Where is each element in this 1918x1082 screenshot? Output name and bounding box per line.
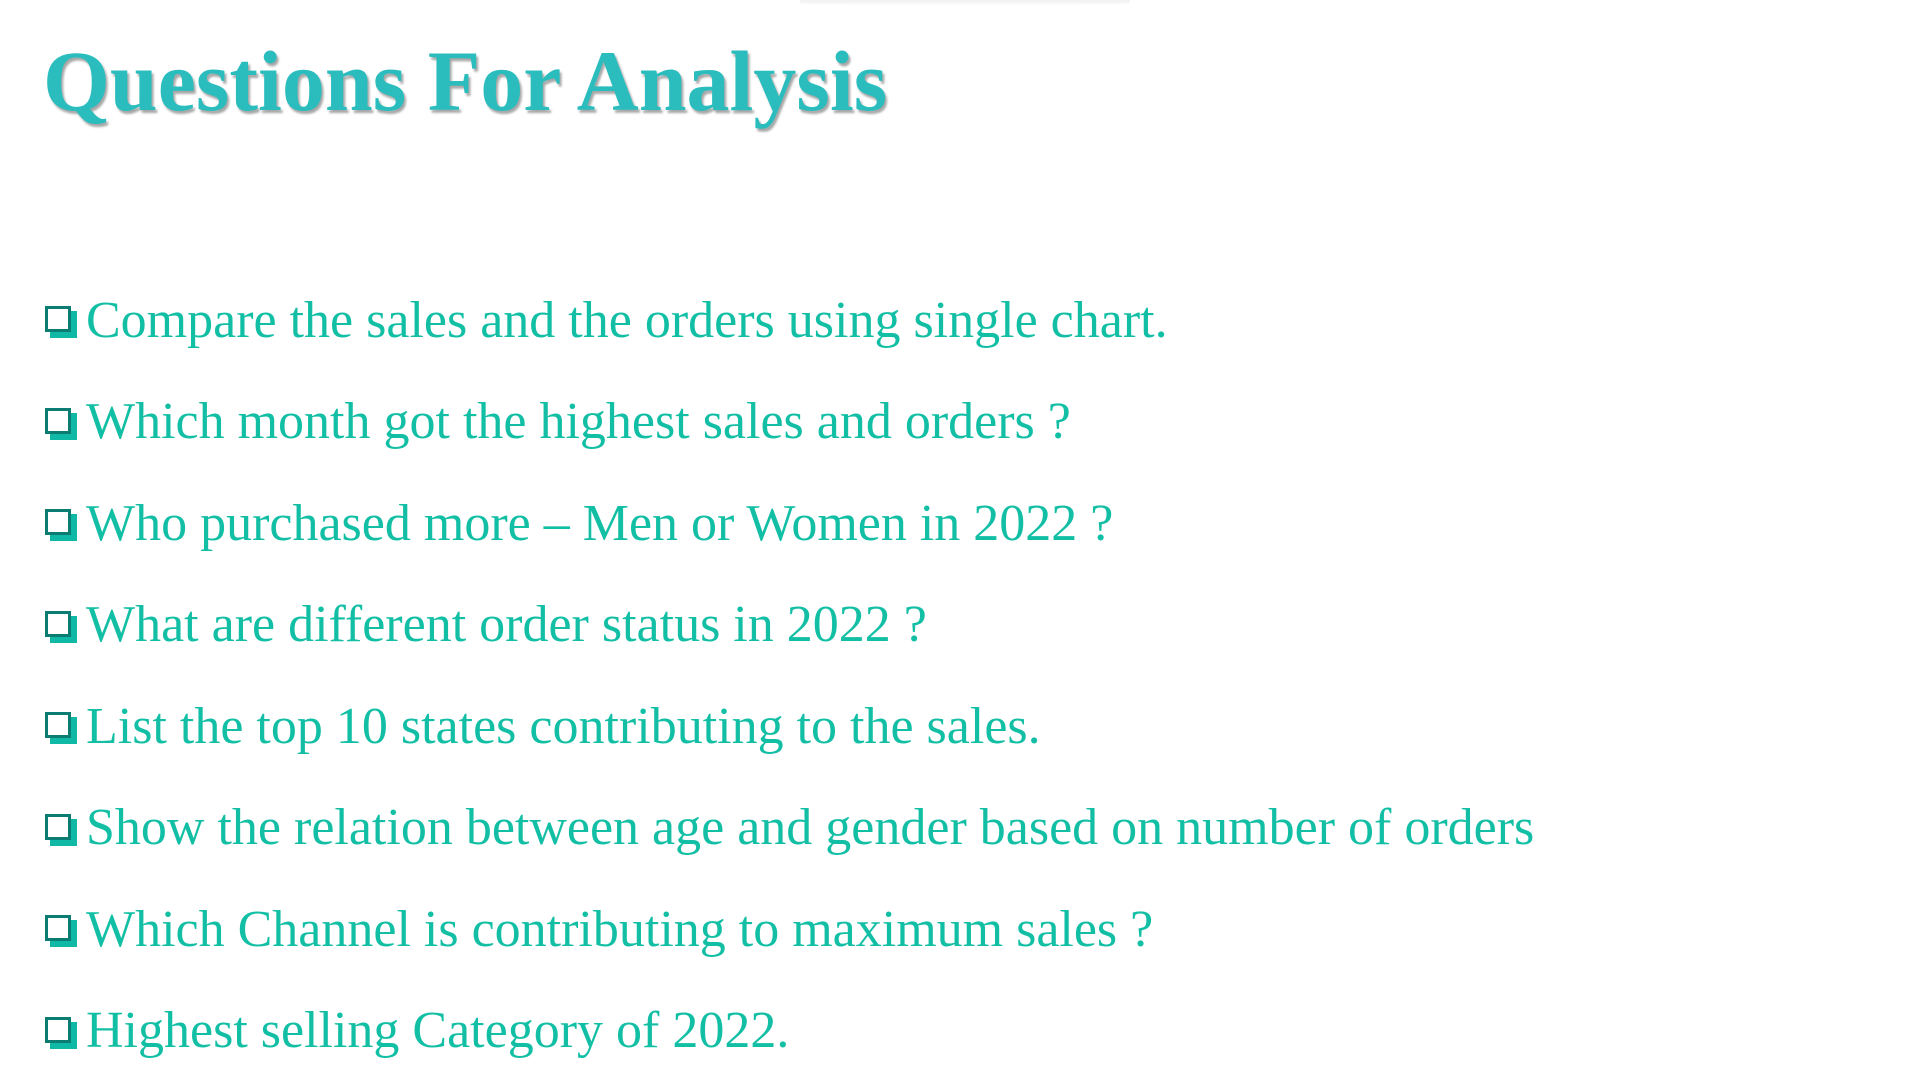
list-item: List the top 10 states contributing to t… bbox=[45, 676, 1534, 778]
question-text: List the top 10 states contributing to t… bbox=[86, 701, 1041, 753]
square-checkbox-icon bbox=[45, 306, 78, 339]
square-checkbox-icon bbox=[45, 915, 78, 948]
list-item: Which Channel is contributing to maximum… bbox=[45, 879, 1534, 981]
question-text: Which Channel is contributing to maximum… bbox=[86, 904, 1153, 956]
list-item: Who purchased more – Men or Women in 202… bbox=[45, 473, 1534, 575]
list-item: What are different order status in 2022 … bbox=[45, 575, 1534, 677]
question-text: Which month got the highest sales and or… bbox=[86, 396, 1071, 448]
question-text: Compare the sales and the orders using s… bbox=[86, 295, 1168, 347]
square-checkbox-icon bbox=[45, 1017, 78, 1050]
question-text: Who purchased more – Men or Women in 202… bbox=[86, 498, 1113, 550]
question-text: What are different order status in 2022 … bbox=[86, 599, 927, 651]
list-item: Compare the sales and the orders using s… bbox=[45, 270, 1534, 372]
square-checkbox-icon bbox=[45, 712, 78, 745]
square-checkbox-icon bbox=[45, 814, 78, 847]
square-checkbox-icon bbox=[45, 509, 78, 542]
square-checkbox-icon bbox=[45, 408, 78, 441]
list-item: Show the relation between age and gender… bbox=[45, 778, 1534, 880]
question-list: Compare the sales and the orders using s… bbox=[45, 270, 1534, 1082]
list-item: Which month got the highest sales and or… bbox=[45, 372, 1534, 474]
question-text: Highest selling Category of 2022. bbox=[86, 1005, 789, 1057]
list-item: Highest selling Category of 2022. bbox=[45, 981, 1534, 1082]
square-checkbox-icon bbox=[45, 611, 78, 644]
top-edge-shadow bbox=[800, 0, 1130, 6]
slide-title: Questions For Analysis bbox=[43, 32, 887, 131]
question-text: Show the relation between age and gender… bbox=[86, 802, 1534, 854]
